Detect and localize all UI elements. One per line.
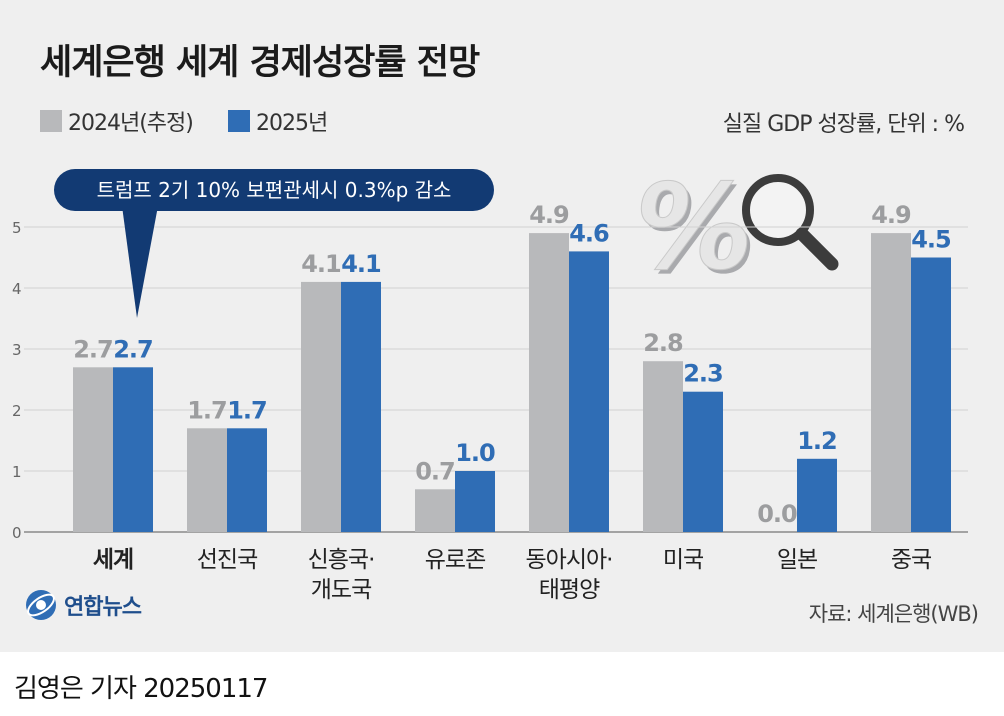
y-tick-label: 5 (12, 219, 22, 237)
data-label-2024: 4.1 (301, 250, 341, 278)
chart-title: 세계은행 세계 경제성장률 전망 (40, 43, 480, 83)
category-label: 태평양 (539, 577, 600, 603)
infographic-card: 세계은행 세계 경제성장률 전망 2024년(추정) 2025년 실질 GDP … (0, 0, 1004, 652)
data-label-2025: 1.7 (227, 396, 267, 424)
reporter-credit: 김영은 기자 20250117 (14, 674, 268, 704)
data-label-2025: 4.6 (569, 219, 609, 247)
data-label-2024: 4.9 (529, 201, 569, 229)
category-label: 중국 (891, 547, 931, 573)
source-note: 자료: 세계은행(WB) (808, 602, 979, 626)
bar-2025 (227, 428, 267, 532)
bar-2024 (187, 428, 227, 532)
yonhap-logo: 연합뉴스 (24, 588, 142, 622)
bar-2024 (529, 233, 569, 532)
data-label-2025: 4.1 (341, 250, 381, 278)
bar-2024 (415, 489, 455, 532)
y-tick-label: 0 (12, 524, 22, 542)
category-label: 선진국 (197, 547, 257, 573)
bar-2025 (455, 471, 495, 532)
data-label-2024: 0.0 (757, 500, 797, 528)
unit-label: 실질 GDP 성장률, 단위 : % (722, 112, 965, 137)
category-label: 유로존 (425, 547, 485, 573)
bar-2025 (569, 251, 609, 532)
bar-2025 (341, 281, 381, 532)
legend-item-2025: 2025년 (228, 106, 328, 136)
category-label: 일본 (777, 547, 817, 573)
data-label-2025: 4.5 (911, 226, 951, 254)
legend-label-2024: 2024년(추정) (68, 111, 194, 136)
legend-swatch-2024 (40, 110, 62, 132)
y-tick-label: 2 (12, 402, 22, 420)
data-label-2025: 1.2 (797, 427, 837, 455)
yonhap-logo-icon (26, 590, 56, 620)
data-label-2025: 1.0 (455, 439, 495, 467)
callout-bubble: 트럼프 2기 10% 보편관세시 0.3%p 감소 (54, 169, 494, 211)
category-label: 개도국 (311, 577, 371, 603)
category-label: 세계 (93, 547, 133, 573)
bar-2025 (683, 391, 723, 532)
logo-text: 연합뉴스 (64, 595, 142, 620)
callout-pointer-icon (122, 206, 158, 318)
data-label-2024: 1.7 (187, 396, 227, 424)
bar-2024 (73, 367, 113, 532)
data-label-2025: 2.3 (683, 360, 723, 388)
legend-label-2025: 2025년 (256, 111, 328, 136)
bar-2025 (797, 458, 837, 532)
data-label-2024: 4.9 (871, 201, 911, 229)
bar-2025 (113, 367, 153, 532)
category-label: 동아시아· (526, 547, 613, 573)
svg-text:%: % (640, 160, 762, 285)
category-label: 미국 (663, 547, 703, 573)
category-label: 신흥국· (308, 547, 375, 573)
legend-swatch-2025 (228, 110, 250, 132)
data-label-2024: 2.8 (643, 329, 683, 357)
bar-2025 (911, 257, 951, 532)
y-tick-label: 3 (12, 341, 22, 359)
bar-2024 (301, 281, 341, 532)
y-tick-label: 1 (12, 463, 22, 481)
y-tick-label: 4 (12, 280, 22, 298)
data-label-2024: 0.7 (415, 457, 455, 485)
bar-2024 (643, 361, 683, 532)
percent-magnifier-icon: % % (640, 160, 839, 285)
bar-2024 (871, 233, 911, 532)
data-label-2024: 2.7 (73, 335, 113, 363)
legend-item-2024: 2024년(추정) (40, 106, 194, 136)
data-label-2025: 2.7 (113, 335, 153, 363)
